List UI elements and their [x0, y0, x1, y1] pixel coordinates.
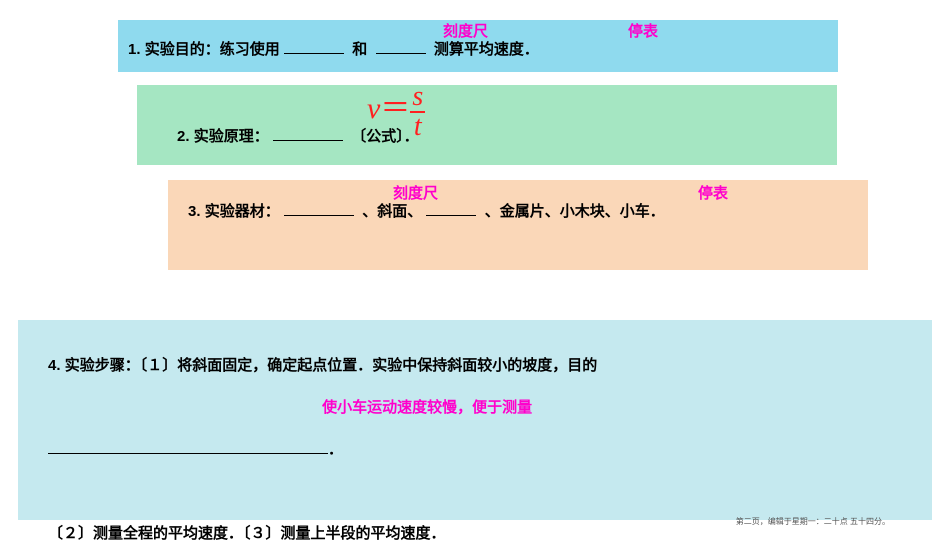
item1-and: 和	[352, 41, 367, 58]
item1-num: 1.	[128, 41, 141, 58]
formula-denominator: t	[410, 111, 425, 141]
line-apparatus: 3. 实验器材： 、斜面、 、金属片、小木块、小车． 刻度尺 停表	[188, 200, 858, 221]
formula-eq: ＝	[380, 92, 410, 125]
item4-step2: 〔２〕测量全程的平均速度．〔３〕测量上半段的平均速度．	[48, 525, 446, 542]
item1-label-b: 测算平均速度．	[434, 41, 539, 58]
item4-label: 实验步骤：〔１〕将斜面固定，确定起点位置．实验中保持斜面较小的坡度，目的	[65, 357, 598, 374]
item2-num: 2.	[177, 128, 190, 145]
item4-num: 4.	[48, 357, 61, 374]
formula-numerator: s	[410, 83, 425, 111]
item3-num: 3.	[188, 203, 201, 220]
item1-blank1	[284, 40, 344, 54]
item3-sep1: 、斜面、	[362, 203, 422, 220]
item2-blank	[273, 127, 343, 141]
item3-answer-1: 刻度尺	[393, 182, 438, 203]
item4-period: ．	[328, 441, 343, 458]
box-principle: 2. 实验原理： 〔公式〕． v＝st	[137, 85, 837, 165]
formula-v: v	[367, 92, 380, 125]
item3-blank2	[426, 202, 476, 216]
item4-longblank	[48, 440, 328, 454]
item1-label-a: 实验目的：练习使用	[145, 41, 280, 58]
formula-v-equals-s-over-t: v＝st	[367, 83, 425, 143]
item2-label-a: 实验原理：	[194, 128, 269, 145]
line-objective: 1. 实验目的：练习使用 和 测算平均速度． 刻度尺 停表	[128, 38, 828, 59]
box-apparatus: 3. 实验器材： 、斜面、 、金属片、小木块、小车． 刻度尺 停表	[168, 180, 868, 270]
item3-tail: 、金属片、小木块、小车．	[485, 203, 665, 220]
item3-blank1	[284, 202, 354, 216]
item1-blank2	[376, 40, 426, 54]
box-steps: 4. 实验步骤：〔１〕将斜面固定，确定起点位置．实验中保持斜面较小的坡度，目的 …	[18, 320, 932, 520]
item1-answer-2: 停表	[628, 20, 658, 41]
formula-fraction: st	[410, 83, 425, 141]
item1-answer-1: 刻度尺	[443, 20, 488, 41]
item3-answer-2: 停表	[698, 182, 728, 203]
box-objective: 1. 实验目的：练习使用 和 测算平均速度． 刻度尺 停表	[118, 20, 838, 72]
item4-answer: 使小车运动速度较慢，便于测量	[322, 399, 532, 416]
line-principle: 2. 实验原理： 〔公式〕．	[177, 125, 827, 146]
item3-label-a: 实验器材：	[205, 203, 280, 220]
page-footer: 第二页，编辑于星期一：二十点 五十四分。	[736, 516, 890, 527]
